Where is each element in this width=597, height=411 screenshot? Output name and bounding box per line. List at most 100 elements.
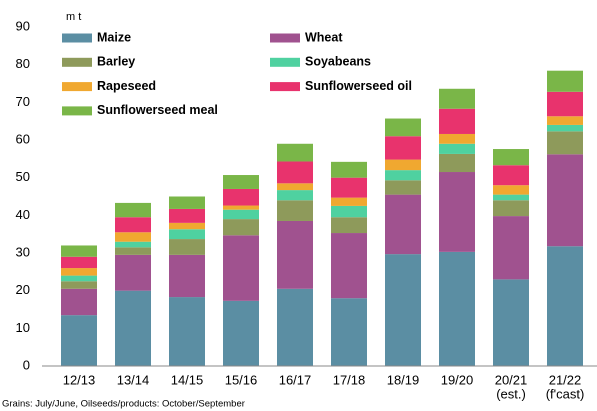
bar-segment bbox=[331, 205, 367, 218]
legend-label: Soyabeans bbox=[305, 55, 371, 69]
bar-segment bbox=[277, 161, 313, 184]
footnote: Grains: July/June, Oilseeds/products: Oc… bbox=[2, 399, 245, 410]
bar-segment bbox=[169, 208, 205, 223]
y-tick-label: 80 bbox=[16, 56, 30, 71]
bar-segment bbox=[169, 297, 205, 366]
bar-segment bbox=[169, 229, 205, 240]
legend-label: Maize bbox=[97, 30, 131, 44]
bar-segment bbox=[385, 118, 421, 137]
bar-segment bbox=[385, 180, 421, 195]
bar-segment bbox=[169, 222, 205, 230]
x-tick-label: (f'cast) bbox=[546, 386, 585, 401]
bar-segment bbox=[385, 194, 421, 255]
bar-segment bbox=[115, 290, 151, 366]
bar-segment bbox=[439, 133, 475, 144]
bar-segment bbox=[331, 161, 367, 178]
bar-segment bbox=[277, 190, 313, 201]
bar-segment bbox=[493, 279, 529, 366]
bar-segment bbox=[277, 220, 313, 289]
bar-segment bbox=[61, 245, 97, 257]
bar-segment bbox=[331, 217, 367, 234]
legend-swatch bbox=[270, 33, 300, 43]
bar-segment bbox=[493, 165, 529, 186]
y-axis-label: m t bbox=[66, 11, 81, 23]
legend-swatch bbox=[62, 33, 92, 43]
x-tick-label: 17/18 bbox=[333, 372, 366, 387]
bar-segment bbox=[493, 149, 529, 166]
legend-swatch bbox=[62, 106, 92, 116]
bar-segment bbox=[61, 288, 97, 316]
bar-segment bbox=[547, 154, 583, 247]
bar-segment bbox=[115, 254, 151, 291]
x-tick-label: 18/19 bbox=[387, 372, 420, 387]
bar-segment bbox=[115, 232, 151, 242]
bar-segment bbox=[61, 275, 97, 282]
bar-segment bbox=[385, 136, 421, 160]
bar-segment bbox=[223, 205, 259, 210]
bar-segment bbox=[223, 300, 259, 366]
bar-segment bbox=[439, 108, 475, 134]
legend-label: Rapeseed bbox=[97, 79, 156, 93]
bar-segment bbox=[493, 185, 529, 195]
x-tick-label: 20/21 bbox=[495, 372, 528, 387]
legend-swatch bbox=[270, 57, 300, 67]
x-tick-label: 12/13 bbox=[63, 372, 96, 387]
bar-segment bbox=[493, 216, 529, 280]
y-tick-label: 60 bbox=[16, 131, 30, 146]
bar-segment bbox=[439, 172, 475, 252]
bar-segment bbox=[223, 209, 259, 220]
y-tick-label: 20 bbox=[16, 282, 30, 297]
bar-segment bbox=[547, 70, 583, 92]
bar-segment bbox=[439, 153, 475, 173]
bar-segment bbox=[331, 233, 367, 299]
y-tick-label: 10 bbox=[16, 320, 30, 335]
bar-segment bbox=[331, 197, 367, 206]
x-tick-label: 19/20 bbox=[441, 372, 474, 387]
legend-label: Sunflowerseed meal bbox=[97, 103, 218, 117]
bar-segment bbox=[439, 143, 475, 154]
legend-label: Sunflowerseed oil bbox=[305, 79, 412, 93]
legend-swatch bbox=[270, 82, 300, 92]
legend-swatch bbox=[62, 82, 92, 92]
legend-label: Wheat bbox=[305, 30, 343, 44]
x-tick-label: (est.) bbox=[496, 386, 526, 401]
bar-segment bbox=[223, 188, 259, 206]
bar-segment bbox=[169, 254, 205, 298]
bar-segment bbox=[439, 251, 475, 366]
bar-segment bbox=[277, 288, 313, 366]
y-tick-label: 40 bbox=[16, 207, 30, 222]
bar-segment bbox=[385, 254, 421, 366]
bar-segment bbox=[61, 281, 97, 289]
bar-segment bbox=[439, 88, 475, 109]
bar-segment bbox=[547, 116, 583, 125]
x-tick-label: 16/17 bbox=[279, 372, 312, 387]
x-tick-label: 15/16 bbox=[225, 372, 258, 387]
bar-segment bbox=[547, 91, 583, 117]
bar-segment bbox=[61, 268, 97, 276]
bar-segment bbox=[547, 124, 583, 132]
bar-segment bbox=[547, 246, 583, 366]
bar-segment bbox=[331, 177, 367, 198]
bar-segment bbox=[115, 202, 151, 218]
bar-segment bbox=[493, 194, 529, 201]
bar-segment bbox=[277, 183, 313, 191]
y-tick-label: 90 bbox=[16, 18, 30, 33]
bar-segment bbox=[223, 175, 259, 189]
bar-segment bbox=[385, 159, 421, 171]
bar-segment bbox=[61, 315, 97, 366]
bar-segment bbox=[277, 143, 313, 162]
y-tick-label: 0 bbox=[23, 357, 30, 372]
bar-segment bbox=[169, 239, 205, 255]
bar-segment bbox=[223, 219, 259, 236]
legend-label: Barley bbox=[97, 55, 135, 69]
bar-segment bbox=[493, 200, 529, 217]
bar-segment bbox=[331, 298, 367, 366]
y-tick-label: 50 bbox=[16, 169, 30, 184]
y-tick-label: 30 bbox=[16, 244, 30, 259]
bar-segment bbox=[223, 235, 259, 301]
x-tick-label: 21/22 bbox=[549, 372, 582, 387]
bar-segment bbox=[277, 200, 313, 221]
legend-swatch bbox=[62, 57, 92, 67]
bar-segment bbox=[115, 241, 151, 248]
